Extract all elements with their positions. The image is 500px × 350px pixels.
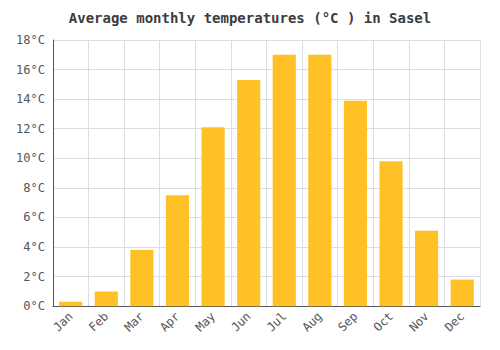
svg-text:0°C: 0°C <box>23 299 45 313</box>
svg-text:Aug: Aug <box>300 309 325 334</box>
svg-text:14°C: 14°C <box>16 92 45 106</box>
svg-text:12°C: 12°C <box>16 122 45 136</box>
svg-text:Jun: Jun <box>228 309 253 334</box>
svg-text:18°C: 18°C <box>16 33 45 47</box>
svg-text:16°C: 16°C <box>16 63 45 77</box>
svg-text:8°C: 8°C <box>23 181 45 195</box>
svg-text:Average monthly temperatures (: Average monthly temperatures (°C ) in Sa… <box>69 10 431 26</box>
svg-text:Apr: Apr <box>157 309 182 334</box>
svg-text:Dec: Dec <box>442 309 467 334</box>
svg-text:May: May <box>193 309 218 334</box>
svg-text:Mar: Mar <box>122 309 147 334</box>
svg-text:Jul: Jul <box>264 309 289 334</box>
svg-text:10°C: 10°C <box>16 151 45 165</box>
svg-text:2°C: 2°C <box>23 270 45 284</box>
svg-text:Feb: Feb <box>86 309 111 334</box>
svg-text:6°C: 6°C <box>23 210 45 224</box>
svg-text:Oct: Oct <box>371 309 396 334</box>
svg-text:Nov: Nov <box>406 309 431 334</box>
svg-text:Jan: Jan <box>50 309 75 334</box>
svg-text:Sep: Sep <box>335 309 360 334</box>
svg-text:4°C: 4°C <box>23 240 45 254</box>
